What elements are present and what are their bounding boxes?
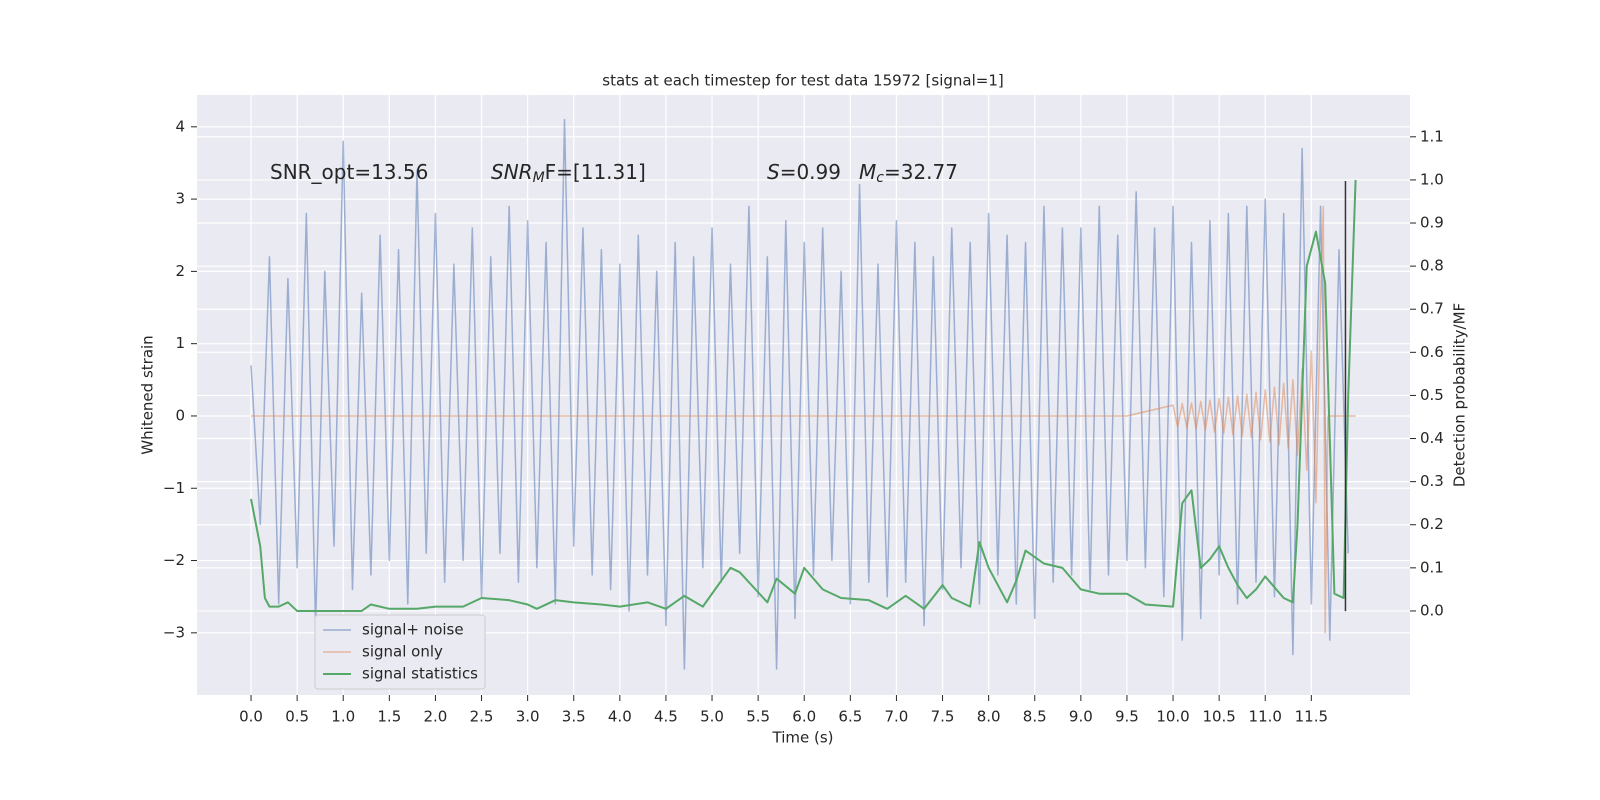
x-tick-label: 7.5 (931, 708, 955, 726)
annotation-text: SNR_opt=13.56 (270, 160, 428, 184)
axes: 0.0 0.5 1.0 1.5 2.0 2.5 3.0 3.5 4.0 4.5 5.0 5.5 6.0 6… (163, 117, 1444, 725)
x-tick-label: 3.0 (516, 708, 540, 726)
series-line (250, 118, 1349, 670)
annotation: Mc=32.77 (859, 160, 958, 187)
series-line (250, 179, 1357, 612)
x-tick-label: 4.0 (608, 708, 632, 726)
y2-tick-label: 0.6 (1420, 343, 1444, 361)
x-tick-label: 9.5 (1115, 708, 1139, 726)
x-tick-label: 1.0 (331, 708, 355, 726)
y2-tick-label: 0.1 (1420, 558, 1444, 576)
y-tick-label: −1 (163, 479, 185, 497)
y2-tick-label: 0.9 (1420, 214, 1444, 232)
y2-tick-label: 0.0 (1420, 601, 1444, 619)
y-tick-label: 3 (175, 190, 185, 208)
annotation-text: S (767, 160, 780, 184)
x-tick-label: 5.5 (746, 708, 770, 726)
x-tick-label: 9.0 (1069, 708, 1093, 726)
x-axis-label: Time (s) (772, 729, 834, 747)
legend-label: signal statistics (362, 665, 478, 683)
annotation-sub: M (533, 170, 545, 186)
x-tick-label: 2.0 (424, 708, 448, 726)
y-tick-label: 2 (175, 262, 185, 280)
x-tick-label: 4.5 (654, 708, 678, 726)
legend-label: signal+ noise (362, 621, 464, 639)
annotation-text: SNR (491, 160, 533, 184)
y-tick-label: 4 (175, 117, 185, 135)
x-tick-label: 8.0 (977, 708, 1001, 726)
legend-label: signal only (362, 643, 443, 661)
annotation-after: =0.99 (780, 160, 841, 184)
y-tick-label: −2 (163, 551, 185, 569)
y2-tick-label: 0.5 (1420, 386, 1444, 404)
x-tick-label: 11.5 (1295, 708, 1328, 726)
x-tick-label: 1.5 (377, 708, 401, 726)
y2-axis-label: Detection probability/MF (1451, 303, 1469, 487)
x-tick-label: 8.5 (1023, 708, 1047, 726)
legend: signal+ noise signal only signal statistic… (314, 614, 486, 690)
y-tick-label: 1 (175, 334, 185, 352)
x-tick-label: 11.0 (1249, 708, 1282, 726)
annotation: S=0.99 (767, 160, 841, 184)
x-tick-label: 0.5 (285, 708, 309, 726)
y2-tick-label: 0.4 (1420, 429, 1444, 447)
annotation: SNRMF=[11.31] (491, 160, 646, 187)
y2-tick-label: 0.3 (1420, 472, 1444, 490)
annotation-after: =32.77 (884, 160, 958, 184)
annotation-after: F=[11.31] (545, 160, 646, 184)
y-tick-label: 0 (175, 406, 185, 424)
y2-tick-label: 1.0 (1420, 170, 1444, 188)
y-axis-label: Whitened strain (139, 335, 157, 454)
x-tick-label: 10.0 (1156, 708, 1189, 726)
x-tick-label: 5.0 (700, 708, 724, 726)
annotation-text: M (859, 160, 876, 184)
x-tick-label: 6.5 (838, 708, 862, 726)
x-tick-label: 0.0 (239, 708, 263, 726)
y2-tick-label: 0.2 (1420, 515, 1444, 533)
annotation: SNR_opt=13.56 (270, 160, 428, 184)
x-tick-label: 3.5 (562, 708, 586, 726)
annotation-sub: c (876, 170, 884, 186)
x-tick-label: 10.5 (1202, 708, 1235, 726)
legend-box (314, 614, 486, 690)
y2-tick-label: 0.7 (1420, 300, 1444, 318)
y-tick-label: −3 (163, 623, 185, 641)
y2-tick-label: 1.1 (1420, 127, 1444, 145)
y2-tick-label: 0.8 (1420, 257, 1444, 275)
chart-title: stats at each timestep for test data 159… (602, 72, 1003, 90)
x-tick-label: 7.0 (885, 708, 909, 726)
x-tick-label: 6.0 (792, 708, 816, 726)
x-tick-label: 2.5 (470, 708, 494, 726)
series-line (251, 205, 1356, 634)
marks (250, 118, 1357, 670)
